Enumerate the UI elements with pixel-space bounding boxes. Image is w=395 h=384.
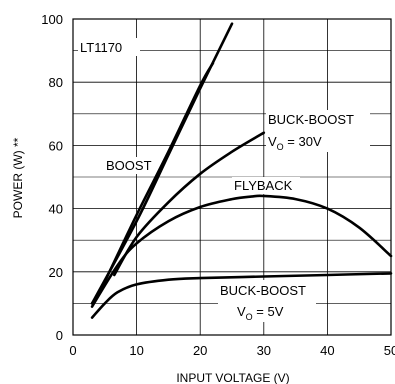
x-tick-label: 40	[320, 343, 334, 358]
series-line-buck-boost-v0-5v	[90, 272, 393, 319]
buck-boost-30v-label-line1: BUCK-BOOST	[268, 112, 354, 127]
boost-label-bg	[104, 157, 152, 174]
buck-boost-5v-label-bg	[218, 280, 316, 322]
series-lines	[90, 22, 393, 319]
y-tick-label: 80	[49, 75, 63, 90]
y-tick-label: 20	[49, 265, 63, 280]
plot-frame	[72, 18, 392, 336]
series-line-buck-boost-v0-30v	[113, 131, 266, 277]
plot-border	[72, 18, 392, 336]
y-axis-title: POWER (W) **	[11, 137, 25, 218]
series-line-flyback	[90, 194, 393, 308]
y-tick-label: 100	[41, 12, 63, 27]
tick-labels: 0 10 20 30 40 50 0 20 40 60 80 100	[41, 12, 395, 358]
y-tick-label: 60	[49, 138, 63, 153]
buck-boost-30v-label-line2: VO = 30V	[268, 134, 322, 152]
series-line-boost	[90, 61, 215, 305]
buck-boost-5v-label-line1: BUCK-BOOST	[220, 283, 306, 298]
y-tick-label: 0	[56, 328, 63, 343]
x-axis-title: INPUT VOLTAGE (V)	[176, 371, 289, 384]
x-tick-label: 30	[257, 343, 271, 358]
x-tick-label: 50	[384, 343, 395, 358]
buck-boost-5v-label-line2: VO = 5V	[237, 304, 284, 322]
x-tick-label: 20	[193, 343, 207, 358]
x-tick-label: 0	[69, 343, 76, 358]
lt1170-label-bg	[78, 38, 140, 56]
boost-label: BOOST	[106, 158, 152, 173]
lt1170-label: LT1170	[80, 40, 122, 55]
y-tick-label: 40	[49, 202, 63, 217]
x-tick-label: 10	[129, 343, 143, 358]
flyback-label: FLYBACK	[234, 178, 293, 193]
buck-boost-30v-label-bg	[266, 110, 370, 152]
flyback-label-bg	[232, 177, 300, 194]
